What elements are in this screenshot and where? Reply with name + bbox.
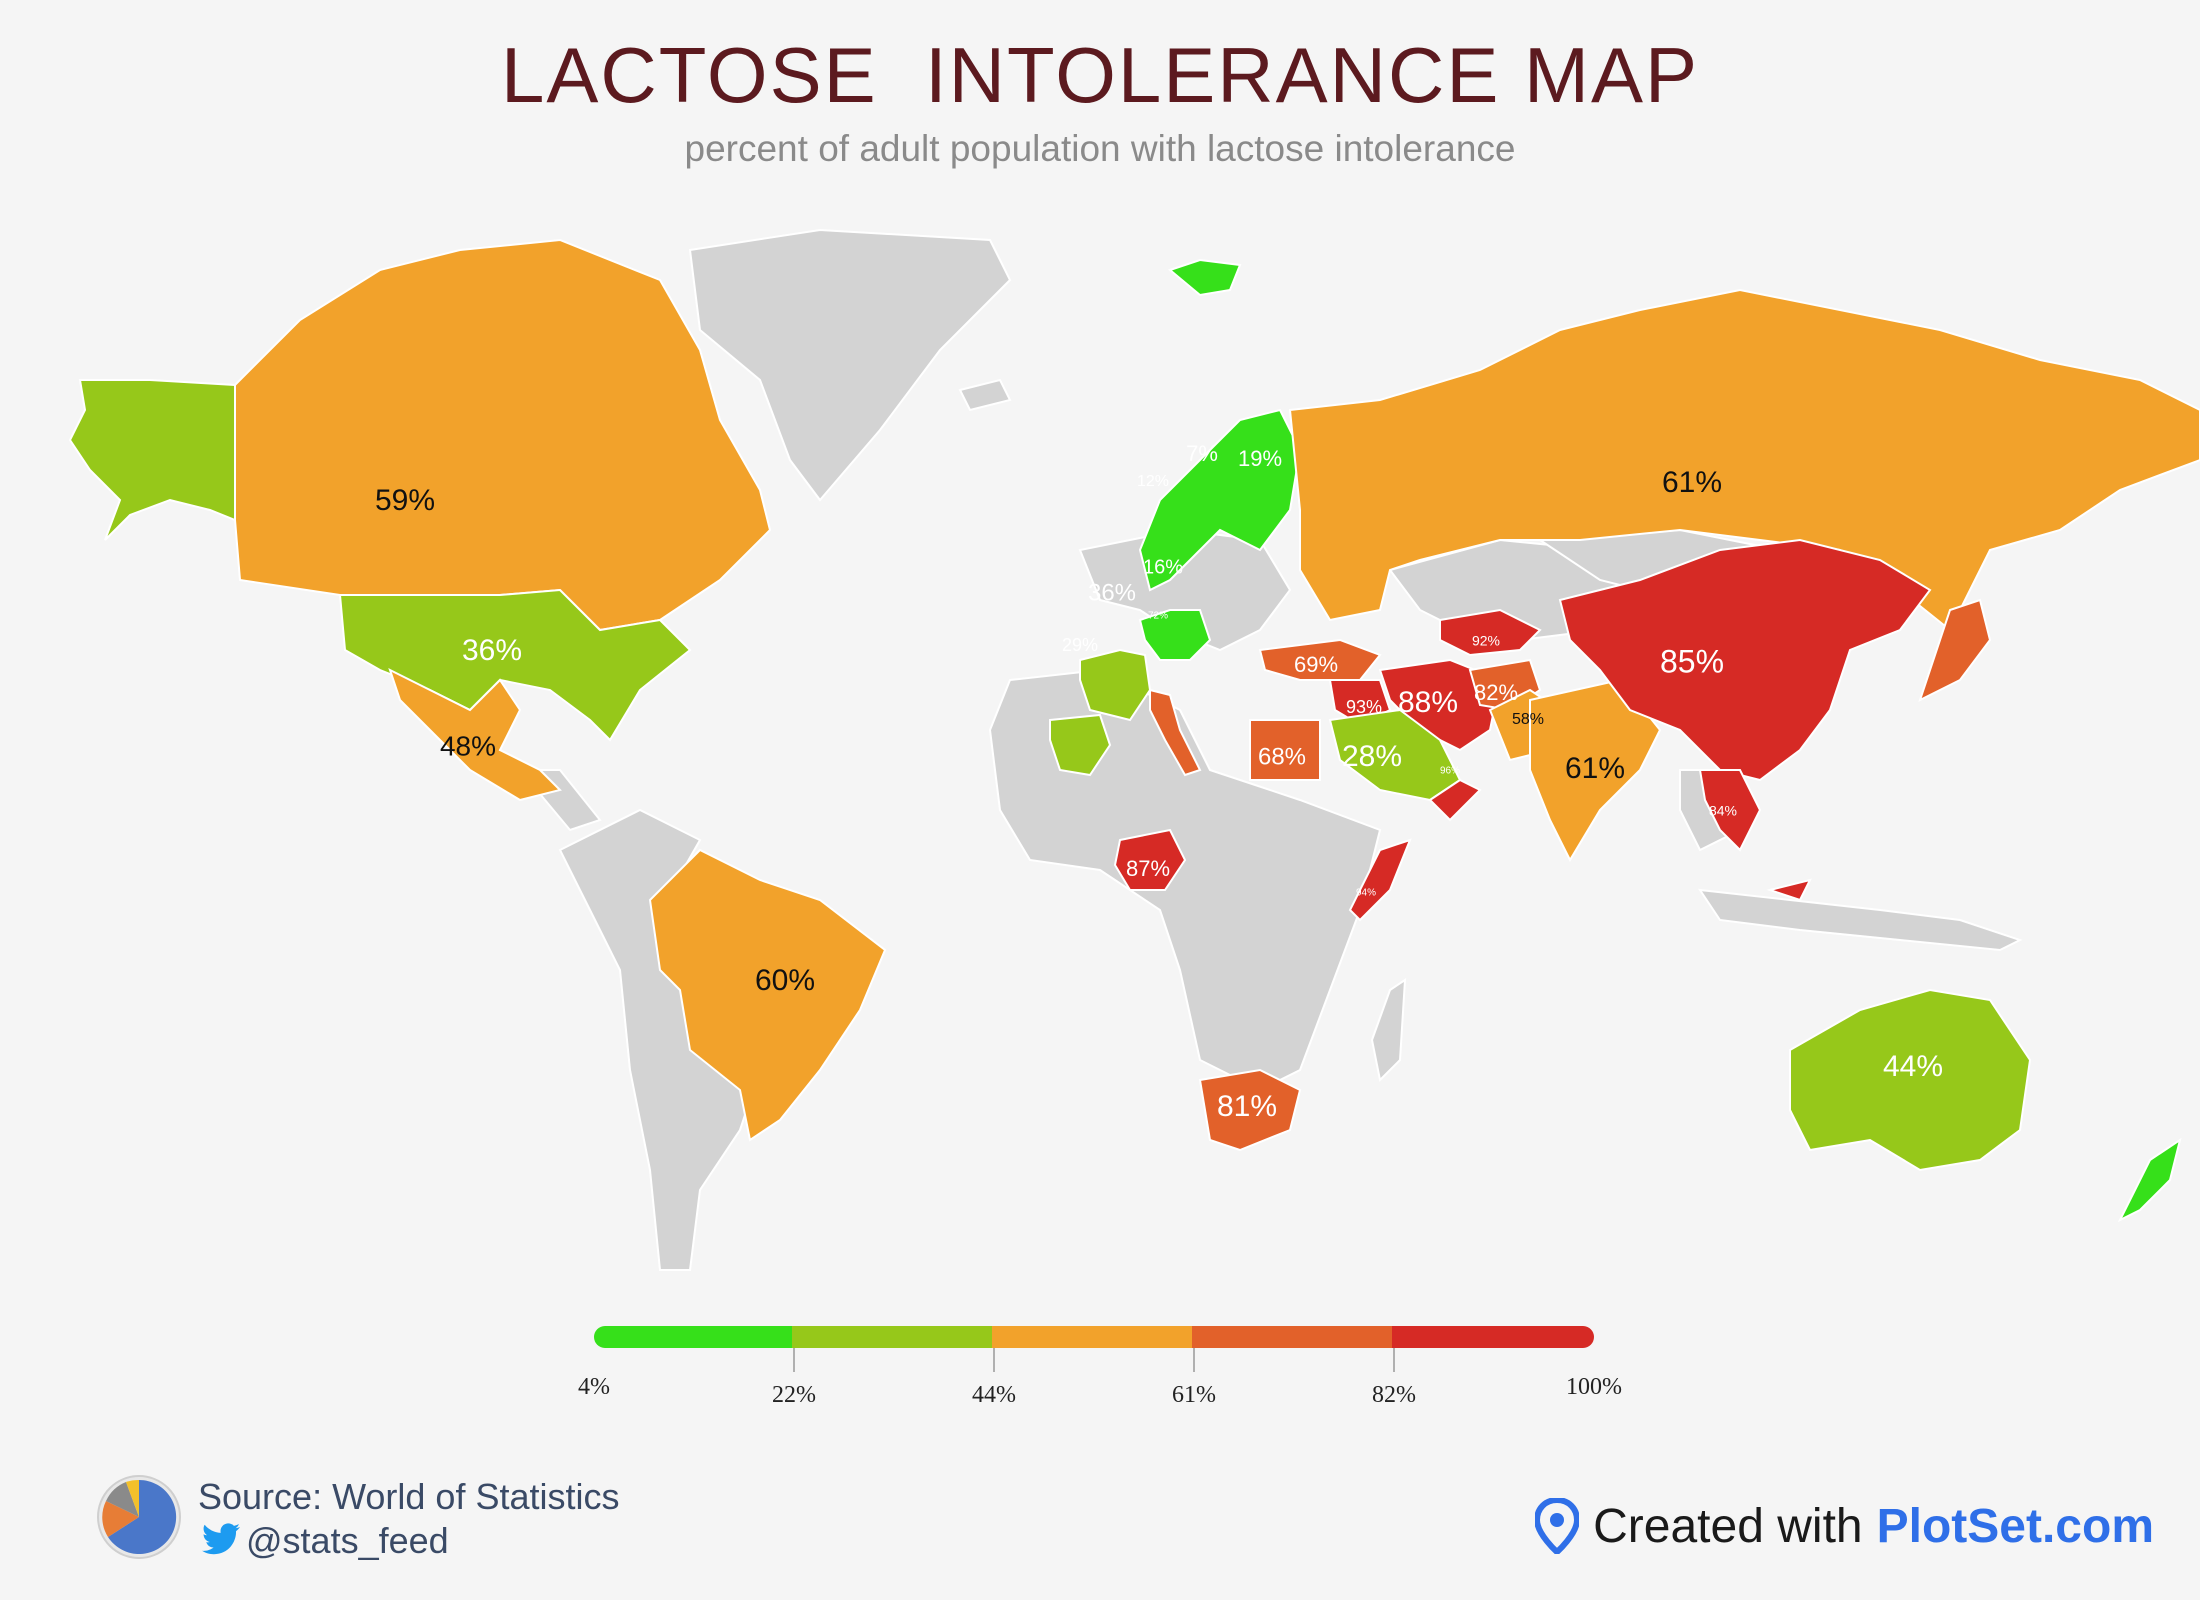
region-brazil — [648, 848, 887, 1142]
region-label-afghanistan: 82% — [1474, 680, 1518, 705]
region-label-iraq: 93% — [1346, 697, 1382, 717]
region-russia — [1288, 288, 2200, 632]
region-egypt — [1249, 719, 1321, 781]
legend-label-0: 4% — [578, 1374, 610, 1400]
legend-tick-2 — [993, 1348, 995, 1372]
region-scandinavia — [1138, 408, 1302, 592]
region-spain — [1049, 713, 1112, 777]
arctic-islands — [958, 378, 1012, 412]
region-label-sweden: 7% — [1186, 441, 1218, 466]
madagascar — [1370, 978, 1407, 1083]
region-label-iran: 88% — [1398, 686, 1458, 719]
region-italy — [1149, 688, 1202, 777]
legend-band-3 — [992, 1326, 1192, 1348]
legend-tick-1 — [793, 1348, 795, 1372]
region-south-africa — [1198, 1068, 1302, 1152]
source-text: Source: World of Statistics — [198, 1476, 620, 1517]
map-title: LACTOSE INTOLERANCE MAP — [500, 31, 1700, 119]
region-germany — [1138, 609, 1212, 661]
legend-label-2: 44% — [972, 1382, 1016, 1408]
region-label-italy: 72% — [1148, 611, 1168, 622]
region-label-india: 61% — [1565, 752, 1625, 785]
plotset-brand-link[interactable]: PlotSet.com — [1876, 1499, 2154, 1553]
region-label-finland: 19% — [1238, 446, 1282, 471]
region-china — [1558, 538, 1932, 782]
region-label-norway: 12% — [1137, 473, 1169, 490]
region-label-canada: 59% — [375, 484, 435, 517]
region-kazakhstan — [1439, 608, 1542, 657]
region-mexico — [388, 668, 562, 802]
legend-label-1: 22% — [772, 1382, 816, 1408]
legend-label-5: 100% — [1566, 1374, 1622, 1400]
legend-label-3: 61% — [1172, 1382, 1216, 1408]
africa-rest — [988, 668, 1382, 1092]
created-with-badge[interactable]: Created with PlotSet.com — [1535, 1498, 2154, 1554]
region-label-south-africa: 81% — [1217, 1090, 1277, 1123]
region-label-somalia: 94% — [1356, 888, 1376, 899]
data-regions — [68, 238, 2200, 1223]
stats-logo-icon — [97, 1475, 181, 1559]
region-label-turkey: 69% — [1294, 652, 1338, 677]
region-nigeria — [1113, 828, 1187, 891]
region-labels: 59% 36% 48% 60% 61% 85% 61% 44% 28% 68% 87% 81% 88% 8… — [375, 441, 1943, 1123]
indonesia — [1697, 888, 2023, 952]
twitter-bird-icon — [202, 1523, 240, 1555]
legend-band-5 — [1392, 1326, 1594, 1348]
region-svalbard — [1167, 258, 1242, 297]
region-iran — [1378, 658, 1502, 752]
region-label-france: 36% — [1088, 579, 1136, 606]
plotset-pin-icon — [1535, 1498, 1580, 1554]
legend-label-4: 82% — [1372, 1382, 1416, 1408]
region-label-nigeria: 87% — [1126, 856, 1170, 881]
region-label-russia: 61% — [1662, 466, 1722, 499]
region-label-oman: 96% — [1440, 766, 1460, 777]
region-label-mexico: 48% — [440, 730, 496, 761]
greenland — [688, 228, 1012, 502]
map-subtitle: percent of adult population with lactose… — [684, 128, 1516, 169]
region-label-australia: 44% — [1883, 1050, 1943, 1083]
region-label-china: 85% — [1660, 643, 1724, 679]
region-label-kazakhstan: 92% — [1472, 633, 1500, 649]
region-japan — [1918, 598, 1992, 702]
legend-band-4 — [1192, 1326, 1392, 1348]
region-label-brazil: 60% — [755, 964, 815, 997]
legend-tick-3 — [1193, 1348, 1195, 1372]
region-canada — [234, 238, 772, 632]
region-label-vietnam: 84% — [1709, 803, 1737, 819]
region-label-germany: 16% — [1143, 556, 1183, 578]
region-australia — [1789, 988, 2032, 1172]
region-label-egypt: 68% — [1258, 743, 1306, 770]
region-label-spain: 29% — [1062, 635, 1098, 655]
created-with-text: Created with — [1593, 1499, 1863, 1553]
region-oman-yemen — [1428, 778, 1482, 822]
legend-band-2 — [792, 1326, 992, 1348]
region-new-zealand — [2117, 1137, 2182, 1223]
region-vietnam-thailand — [1698, 769, 1762, 852]
region-label-pakistan: 58% — [1512, 711, 1544, 728]
region-alaska — [68, 379, 236, 541]
region-malaysia — [1766, 878, 1812, 902]
legend-color-scale — [594, 1326, 1594, 1348]
legend-band-1 — [594, 1326, 792, 1348]
europe-rest — [1078, 528, 1292, 652]
region-france — [1079, 648, 1152, 722]
legend-tick-4 — [1393, 1348, 1395, 1372]
world-map: 59% 36% 48% 60% 61% 85% 61% 44% 28% 68% 87% 81% 88% 8… — [68, 228, 2200, 1271]
region-label-united-states: 36% — [462, 634, 522, 667]
region-somalia — [1348, 838, 1412, 922]
twitter-handle[interactable]: @stats_feed — [246, 1520, 449, 1561]
region-label-saudi-arabia: 28% — [1342, 740, 1402, 773]
